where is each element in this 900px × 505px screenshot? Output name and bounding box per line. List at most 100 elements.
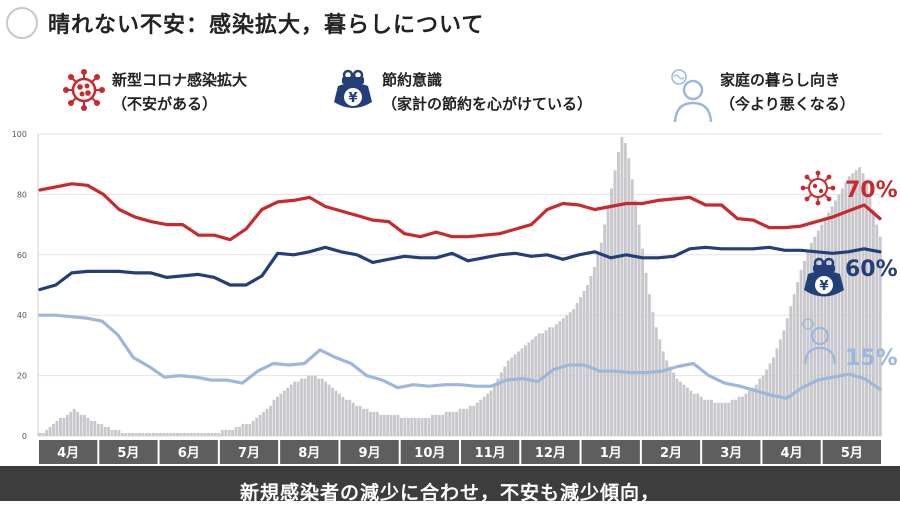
case-bar (124, 432, 128, 436)
virus-icon (63, 69, 105, 111)
case-bar (410, 417, 414, 436)
case-bar (565, 315, 569, 436)
legend-living: 家庭の暮らし向き （今より悪くなる） (668, 68, 855, 124)
case-bar (637, 224, 641, 436)
case-bar (613, 170, 617, 437)
legend-covid-title: 新型コロナ感染拡大 (112, 71, 248, 89)
case-bar (179, 432, 183, 436)
case-bar (52, 423, 55, 436)
chart-area: 0 20 40 60 80 100 4月 5月 6月 7月 8月 9月 10月 11月 12月 1月 2月 3月… (12, 130, 898, 464)
case-bar (217, 432, 221, 436)
case-bar (362, 408, 365, 436)
case-bar (603, 224, 607, 436)
case-bar (210, 432, 214, 436)
case-bar (468, 405, 472, 436)
case-bar (696, 393, 700, 436)
case-bar (41, 432, 45, 436)
caption-bar (0, 466, 900, 501)
case-bar (568, 312, 572, 436)
y-tick-label: 100 (12, 130, 27, 139)
case-bar (269, 405, 272, 436)
end-label-covid: 70% (845, 178, 898, 203)
case-bar (806, 251, 810, 436)
case-bar (420, 417, 424, 436)
case-bar (300, 378, 303, 436)
case-bar (272, 399, 276, 436)
case-bar (145, 432, 148, 436)
case-bar (620, 137, 624, 436)
case-bar (555, 324, 558, 436)
case-bar (713, 402, 717, 436)
month-label: 5月 (841, 446, 863, 461)
case-bar (854, 170, 858, 437)
case-bar (389, 414, 393, 436)
case-bar (289, 384, 293, 436)
case-bar (79, 414, 83, 436)
case-bar (406, 417, 410, 436)
case-bar (723, 402, 727, 436)
case-bar (141, 432, 145, 436)
case-bar (816, 230, 820, 436)
case-bar (809, 242, 813, 436)
case-bar (62, 417, 66, 436)
case-bar (524, 345, 527, 436)
worried-person-icon (671, 69, 713, 123)
case-bar (617, 152, 620, 436)
month-box (280, 440, 339, 464)
case-bar (513, 354, 517, 436)
case-bar (348, 399, 352, 436)
case-bar (744, 393, 748, 436)
case-bar (699, 396, 703, 436)
case-bar (627, 158, 631, 436)
svg-text:¥: ¥ (819, 279, 828, 294)
case-bar (799, 269, 803, 436)
month-box (822, 440, 881, 464)
case-bar (448, 411, 452, 436)
case-bar (76, 411, 80, 436)
case-bar (458, 408, 462, 436)
month-label: 10月 (414, 446, 445, 461)
case-bar (858, 167, 862, 436)
case-bar (220, 429, 224, 436)
month-box (521, 440, 580, 464)
case-bar (238, 426, 241, 436)
case-bar (644, 272, 648, 436)
case-bar (596, 254, 600, 436)
case-bar (796, 281, 800, 436)
case-bar (503, 366, 507, 436)
case-bar (110, 429, 114, 436)
case-bar (685, 387, 689, 436)
caption-text: 新規感染者の減少に合わせ，不安も減少傾向， (239, 482, 660, 504)
case-bar (165, 432, 169, 436)
legend-living-subtitle: （今より悪くなる） (720, 95, 855, 113)
case-bar (307, 375, 310, 436)
case-bar (441, 414, 445, 436)
case-bar (830, 206, 834, 436)
case-bar (720, 402, 724, 436)
case-bar (279, 393, 283, 436)
purse-yen-icon: ¥ (334, 69, 372, 108)
case-bar (840, 188, 844, 436)
month-label: 3月 (720, 446, 742, 461)
case-bar (482, 396, 486, 436)
case-bar (651, 312, 655, 436)
case-bar (96, 423, 100, 436)
case-bar (827, 212, 831, 436)
case-bar (544, 330, 548, 436)
case-bar (296, 381, 300, 436)
month-label: 8月 (298, 446, 320, 461)
case-bar (689, 390, 693, 436)
case-bar (86, 417, 90, 436)
case-bar (541, 333, 545, 436)
case-bar (310, 375, 314, 436)
case-bar (558, 321, 562, 436)
month-label: 9月 (359, 446, 381, 461)
case-bar (107, 426, 111, 436)
case-bar (151, 432, 155, 436)
case-bar (58, 417, 62, 436)
case-bar (127, 432, 131, 436)
case-bar (369, 411, 372, 436)
month-label: 2月 (660, 446, 682, 461)
case-bar (207, 432, 210, 436)
case-bar (634, 200, 638, 436)
